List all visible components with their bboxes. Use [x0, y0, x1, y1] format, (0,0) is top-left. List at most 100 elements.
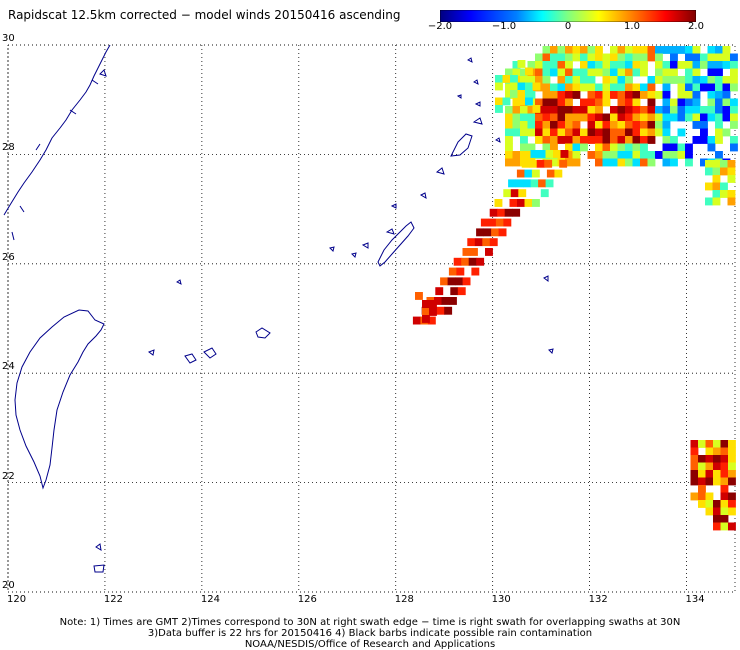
wind-cell — [670, 76, 678, 84]
wind-cell — [640, 61, 648, 69]
wind-cell — [542, 121, 551, 129]
wind-cell — [720, 515, 729, 523]
wind-cell — [625, 158, 633, 167]
wind-cell — [572, 46, 581, 54]
wind-cell — [453, 257, 462, 266]
wind-cell — [662, 91, 671, 99]
wind-cell — [728, 500, 736, 508]
wind-cell — [602, 136, 611, 144]
wind-cell — [632, 98, 641, 107]
wind-cell — [550, 113, 558, 122]
yaeyama-islands — [147, 279, 271, 364]
wind-cell — [602, 113, 611, 122]
wind-cell — [670, 53, 678, 62]
wind-cell — [610, 91, 618, 99]
wind-cell — [580, 106, 588, 114]
wind-cell — [545, 150, 554, 158]
wind-cell — [662, 136, 671, 144]
wind-cell — [520, 68, 528, 77]
wind-cell — [655, 61, 663, 69]
wind-cell — [542, 76, 551, 84]
wind-cell — [470, 248, 478, 256]
wind-cell — [505, 143, 513, 152]
wind-cell — [602, 68, 611, 77]
wind-cell — [602, 128, 611, 137]
wind-cell — [602, 83, 611, 92]
wind-cell — [690, 477, 699, 486]
wind-cell — [610, 106, 618, 114]
wind-cell — [730, 121, 738, 129]
wind-cell — [415, 292, 423, 300]
wind-cell — [715, 128, 723, 137]
wind-cell — [662, 106, 671, 114]
wind-cell — [632, 83, 641, 92]
wind-cell — [610, 113, 618, 122]
wind-cell — [587, 136, 596, 144]
colorbar-tick-label: −1.0 — [491, 21, 517, 32]
wind-cell — [640, 91, 648, 99]
okinawa-island — [377, 221, 415, 267]
wind-cell — [531, 169, 540, 178]
wind-cell — [640, 121, 648, 129]
wind-cell — [640, 68, 648, 77]
wind-cell — [647, 76, 656, 84]
wind-cell — [510, 189, 519, 198]
wind-cell — [461, 257, 470, 266]
wind-cell — [505, 83, 513, 92]
wind-cell — [640, 53, 648, 62]
wind-cell — [617, 158, 626, 167]
wind-cell — [527, 121, 536, 129]
wind-cell — [610, 151, 618, 159]
wind-cell — [662, 128, 671, 137]
wind-cell — [722, 46, 731, 54]
wind-cell — [518, 189, 527, 198]
wind-cell — [462, 277, 471, 286]
wind-cell — [728, 477, 736, 486]
wind-cell — [700, 121, 708, 129]
wind-cell — [542, 46, 551, 54]
wind-cell — [488, 218, 497, 227]
wind-cell — [692, 136, 701, 144]
wind-cell — [685, 53, 693, 62]
wind-cell — [677, 61, 686, 69]
wind-cell — [632, 61, 641, 69]
wind-cell — [705, 447, 714, 456]
wind-cell — [632, 46, 641, 54]
wind-cell — [720, 492, 729, 501]
wind-cell — [565, 68, 573, 77]
wind-cell — [491, 228, 499, 237]
footnotes: Note: 1) Times are GMT 2)Times correspon… — [0, 617, 740, 650]
wind-cell — [730, 106, 738, 114]
wind-cell — [572, 113, 581, 122]
wind-cell — [617, 128, 626, 137]
wind-cell — [712, 190, 721, 198]
wind-cell — [670, 61, 678, 69]
wind-cell — [595, 143, 603, 152]
wind-cell — [565, 76, 573, 84]
wind-cell — [572, 128, 581, 137]
amami-islands — [390, 117, 501, 209]
wind-cell — [655, 53, 663, 62]
wind-cell — [587, 53, 596, 62]
wind-cell — [557, 106, 566, 114]
longitude-tick-label: 122 — [103, 594, 124, 605]
wind-cell — [516, 169, 525, 178]
wind-cell — [707, 83, 716, 92]
wind-cell — [685, 76, 693, 84]
wind-cell — [587, 98, 596, 107]
wind-cell — [602, 158, 611, 167]
wind-cell — [517, 199, 525, 207]
wind-cell — [520, 121, 528, 129]
wind-cell — [510, 75, 518, 83]
longitude-tick-label: 124 — [200, 594, 220, 605]
wind-cell — [690, 470, 699, 478]
wind-cell — [722, 76, 731, 84]
wind-cell — [447, 277, 456, 286]
wind-cell — [602, 91, 611, 99]
wind-cell — [489, 208, 498, 217]
wind-cell — [557, 128, 566, 137]
wind-cell — [535, 113, 543, 122]
wind-cell — [572, 121, 581, 129]
wind-cell — [572, 91, 581, 99]
wind-cell — [692, 76, 701, 84]
